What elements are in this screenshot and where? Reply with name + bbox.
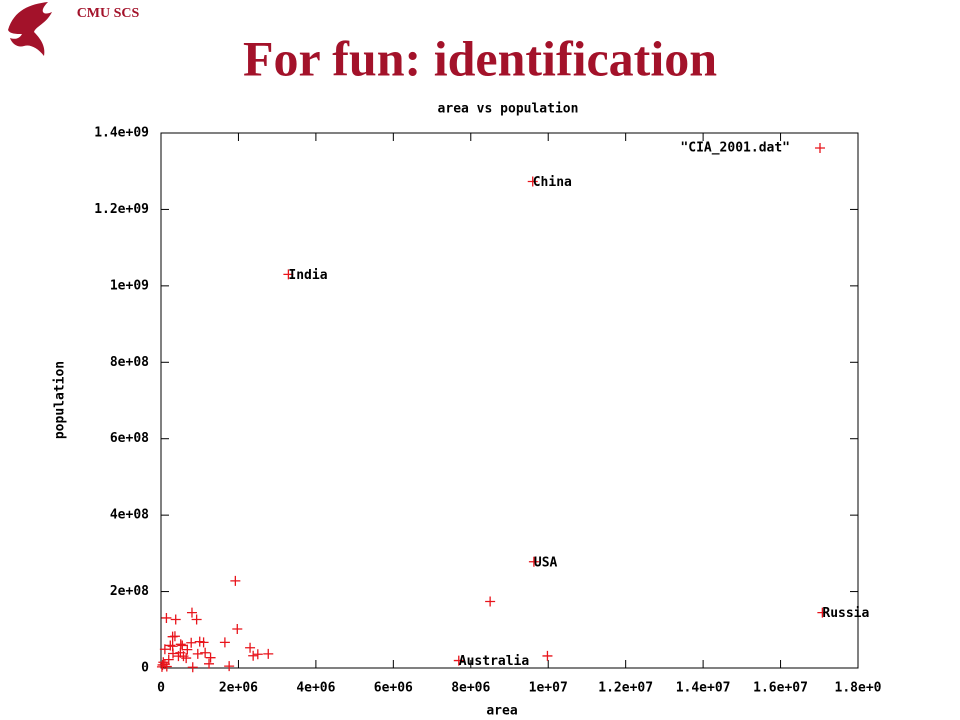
point: [163, 654, 174, 665]
point: [177, 640, 188, 651]
x-tick-label: 4e+06: [296, 681, 335, 696]
point: [263, 648, 274, 659]
y-axis-label: population: [53, 361, 68, 439]
point: [187, 662, 198, 673]
point: [219, 637, 230, 648]
point: [175, 639, 186, 650]
x-tick-label: 6e+06: [374, 681, 413, 696]
y-tick-label: 1e+09: [110, 278, 149, 293]
x-tick-label: 1e+07: [529, 681, 568, 696]
slide-header: CMU SCS: [77, 6, 140, 21]
point: [182, 644, 193, 655]
y-tick-label: 6e+08: [110, 431, 149, 446]
x-tick-label: 1.2e+07: [598, 681, 653, 696]
y-tick-label: 1.4e+09: [94, 126, 149, 141]
point: [167, 641, 178, 652]
point: [170, 614, 181, 625]
point: [159, 644, 170, 655]
point-label: China: [533, 175, 572, 190]
x-tick-label: 1.8e+0: [835, 681, 882, 696]
point-label: Russia: [822, 606, 869, 621]
slide-title: For fun: identification: [243, 30, 717, 86]
point: [192, 648, 203, 659]
point: [248, 650, 259, 661]
point: [169, 631, 180, 642]
point: [191, 614, 202, 625]
legend-marker: [815, 143, 825, 153]
point: [200, 647, 211, 658]
y-tick-label: 0: [141, 661, 149, 676]
point: [165, 640, 176, 651]
logo: [8, 2, 52, 56]
x-tick-label: 8e+06: [451, 681, 490, 696]
point: [542, 650, 553, 661]
point-label: USA: [534, 555, 558, 570]
point: [528, 556, 539, 567]
x-tick-label: 0: [157, 681, 165, 696]
point: [181, 653, 192, 664]
chart-title: area vs population: [438, 102, 579, 117]
point: [204, 658, 215, 669]
point: [205, 652, 216, 663]
point: [252, 649, 263, 660]
x-tick-label: 1.4e+07: [676, 681, 731, 696]
point-label: Australia: [459, 654, 530, 669]
point: [178, 651, 189, 662]
point: [817, 607, 828, 618]
x-tick-label: 1.6e+07: [753, 681, 808, 696]
point: [453, 655, 464, 666]
point: [156, 661, 167, 672]
point: [527, 176, 538, 187]
y-tick-label: 1.2e+09: [94, 202, 149, 217]
point: [186, 637, 197, 648]
x-axis-label: area: [486, 704, 517, 719]
point: [186, 607, 197, 618]
point: [485, 596, 496, 607]
point: [198, 637, 209, 648]
y-tick-label: 4e+08: [110, 508, 149, 523]
y-tick-label: 2e+08: [110, 584, 149, 599]
point: [161, 612, 172, 623]
y-tick-label: 8e+08: [110, 355, 149, 370]
point: [230, 575, 241, 586]
plot-frame: [160, 132, 859, 669]
point: [224, 661, 235, 672]
point: [283, 269, 294, 280]
point-label: India: [288, 268, 327, 283]
legend-label: "CIA_2001.dat": [680, 141, 790, 156]
x-tick-label: 2e+06: [219, 681, 258, 696]
point: [232, 624, 243, 635]
point: [245, 642, 256, 653]
